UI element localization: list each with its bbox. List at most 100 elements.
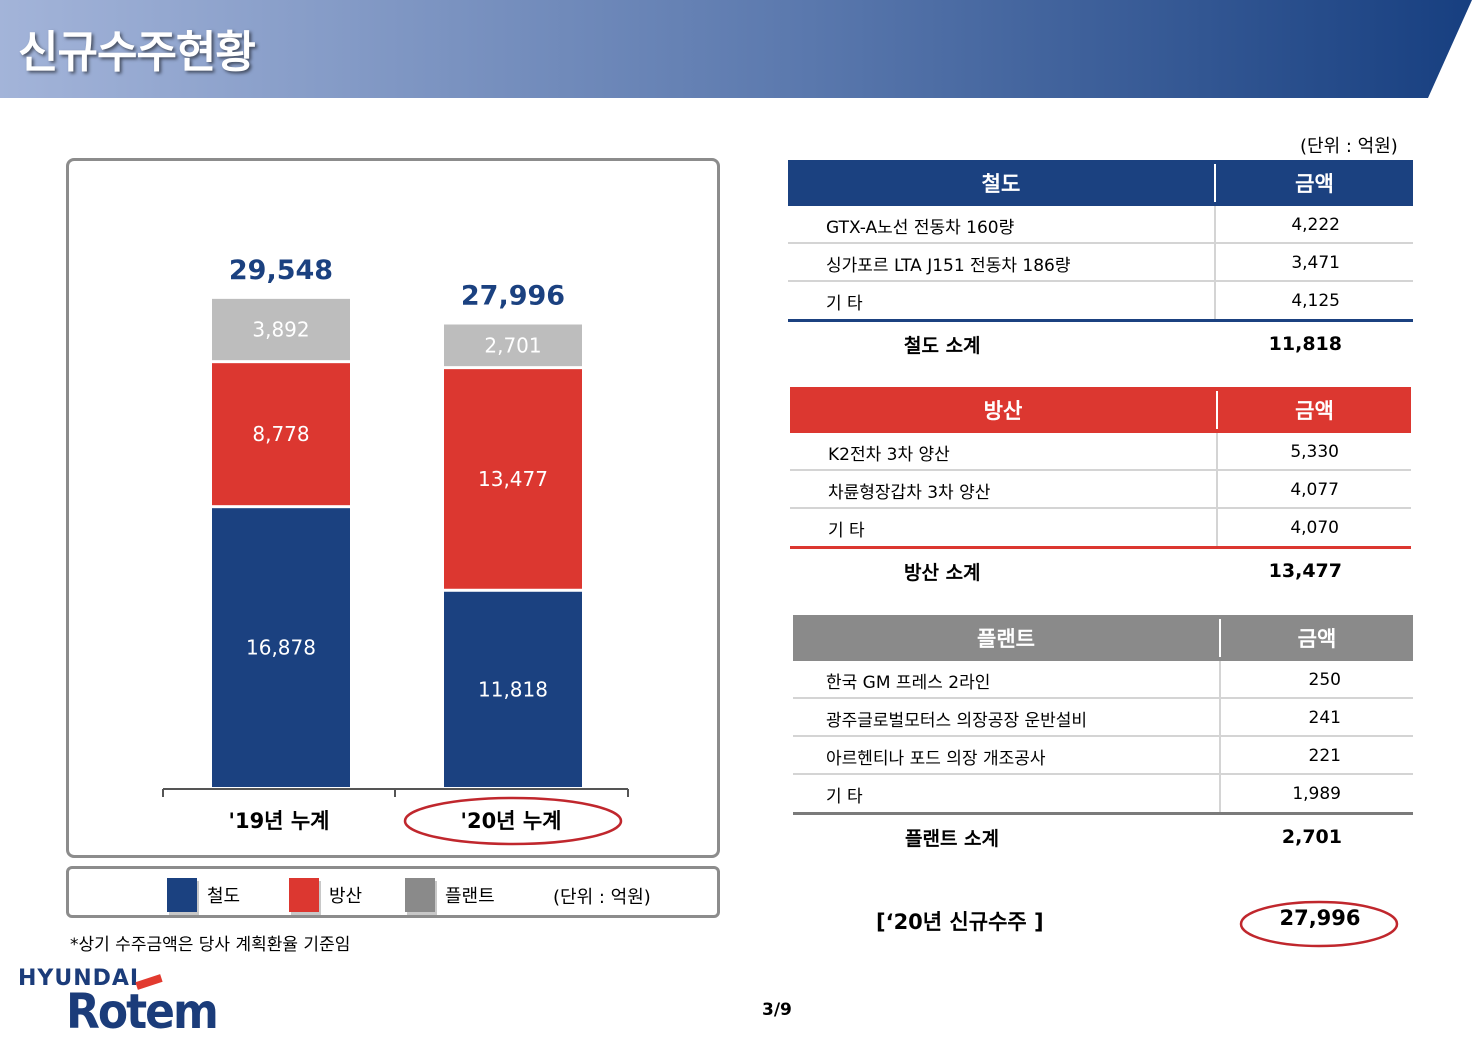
rail-subtotal-label: 철도 소계 (904, 334, 981, 357)
table-row: 한국 GM 프레스 2라인 250 (793, 661, 1413, 699)
grand-total-amount: 27,996 (1279, 906, 1361, 930)
row-divider (1219, 699, 1221, 737)
defense-row-amount: 5,330 (1290, 442, 1339, 462)
rail-table: 철도 금액 GTX-A노선 전동차 160량 4,222 싱가포르 LTA J1… (788, 160, 1413, 360)
rail-row-amount: 3,471 (1291, 253, 1340, 273)
table-row: 광주글로벌모터스 의장공장 운반설비 241 (793, 699, 1413, 737)
legend-swatch-plant (405, 878, 435, 912)
defense-header-category: 방산 (983, 399, 1023, 423)
plant-header-category: 플랜트 (977, 627, 1035, 651)
bar-defense (212, 363, 350, 506)
bar-plant (212, 298, 350, 361)
row-divider (1219, 661, 1221, 699)
bar-plant (444, 324, 582, 367)
legend-label-defense: 방산 (329, 886, 363, 907)
table-row: 기 타 4,125 (788, 282, 1413, 320)
table-row: 기 타 1,989 (793, 775, 1413, 813)
legend-label-rail: 철도 (207, 886, 241, 907)
banner-background (0, 0, 1472, 98)
plant-header-amount: 금액 (1297, 627, 1337, 651)
legend-label-plant: 플랜트 (445, 886, 495, 907)
rail-row-item: GTX-A노선 전동차 160량 (826, 217, 1015, 238)
defense-row-amount: 4,070 (1290, 518, 1339, 538)
table-row: GTX-A노선 전동차 160량 4,222 (788, 206, 1413, 244)
defense-subtotal-amount: 13,477 (1268, 560, 1342, 582)
defense-table-header: 방산 금액 (790, 387, 1411, 433)
logo-text-top: HYUNDAI (18, 966, 140, 991)
chart-legend: 철도 방산 플랜트 (단위 : 억원) (66, 866, 720, 918)
row-divider (1214, 244, 1216, 282)
legend-swatch-defense (289, 878, 319, 912)
row-divider (1219, 737, 1221, 775)
bar-total-label: 27,996 (461, 281, 565, 312)
defense-subtotal-rule (790, 546, 1411, 549)
legend-item-defense: 방산 (289, 878, 362, 912)
plant-subtotal-row: 플랜트 소계 2,701 (793, 815, 1413, 859)
grand-total-highlight-ellipse (1239, 900, 1399, 948)
defense-header-amount: 금액 (1295, 399, 1334, 423)
plant-table: 플랜트 금액 한국 GM 프레스 2라인 250 광주글로벌모터스 의장공장 운… (793, 615, 1413, 860)
legend-swatch-rail (167, 878, 197, 912)
defense-row-item: 기 타 (828, 520, 865, 541)
rail-header-amount: 금액 (1295, 172, 1334, 196)
rail-row-amount: 4,222 (1291, 215, 1340, 235)
legend-item-plant: 플랜트 (405, 878, 495, 912)
table-row: 아르헨티나 포드 의장 개조공사 221 (793, 737, 1413, 775)
highlight-ellipse (403, 796, 623, 846)
table-row: 차륜형장갑차 3차 양산 4,077 (790, 471, 1411, 509)
plant-row-item: 한국 GM 프레스 2라인 (826, 672, 991, 693)
plant-row-item: 아르헨티나 포드 의장 개조공사 (826, 748, 1046, 769)
header-divider (1216, 391, 1218, 429)
x-axis-tick-label: '20년 누계 (461, 809, 562, 833)
bar-rail (212, 508, 350, 787)
bar-label-defense: 13,477 (478, 467, 548, 491)
bar-total-label: 29,548 (229, 255, 333, 286)
plant-row-item: 기 타 (826, 786, 863, 807)
header-divider (1214, 164, 1216, 202)
plant-row-amount: 241 (1308, 708, 1341, 728)
plant-table-header: 플랜트 금액 (793, 615, 1413, 661)
defense-row-item: 차륜형장갑차 3차 양산 (828, 482, 991, 503)
header-divider (1219, 619, 1221, 657)
rail-subtotal-amount: 11,818 (1268, 333, 1342, 355)
title-banner: 신규수주현황 (0, 0, 1472, 100)
table-unit-label: (단위 : 억원) (1300, 136, 1398, 157)
chart-unit-label: (단위 : 억원) (553, 887, 651, 908)
logo-text-main: Rotem (66, 984, 219, 1041)
bar-label-rail: 16,878 (246, 636, 316, 660)
company-logo: HYUNDAI Rotem (18, 966, 219, 1040)
row-divider (1216, 433, 1218, 471)
row-divider (1214, 282, 1216, 320)
rail-subtotal-rule (788, 319, 1413, 322)
grand-total-label: [‘20년 신규수주 ] (876, 910, 1044, 934)
plant-row-item: 광주글로벌모터스 의장공장 운반설비 (826, 710, 1088, 731)
defense-subtotal-label: 방산 소계 (904, 561, 981, 584)
plant-subtotal-amount: 2,701 (1281, 826, 1342, 848)
stacked-bar-chart: 16,878 8,778 3,892 29,548 '19년 누계 11,818 13,47… (162, 255, 629, 846)
bar-rail (444, 591, 582, 787)
legend-item-rail: 철도 (167, 878, 240, 912)
plant-subtotal-rule (793, 812, 1413, 815)
defense-row-item: K2전차 3차 양산 (828, 444, 950, 465)
footnote: *상기 수주금액은 당사 계획환율 기준임 (70, 935, 351, 955)
plant-row-amount: 221 (1308, 746, 1341, 766)
page-title: 신규수주현황 (18, 27, 256, 78)
plant-row-amount: 1,989 (1292, 784, 1341, 804)
plant-subtotal-label: 플랜트 소계 (905, 827, 1000, 850)
chart-panel: 16,878 8,778 3,892 29,548 '19년 누계 11,818 13,47… (66, 158, 720, 858)
rail-row-item: 기 타 (826, 293, 863, 314)
table-row: K2전차 3차 양산 5,330 (790, 433, 1411, 471)
page-number: 3/9 (762, 1000, 792, 1020)
table-row: 싱가포르 LTA J151 전동차 186량 3,471 (788, 244, 1413, 282)
row-divider (1219, 775, 1221, 813)
rail-row-amount: 4,125 (1291, 291, 1340, 311)
row-divider (1216, 509, 1218, 547)
defense-row-amount: 4,077 (1290, 480, 1339, 500)
rail-subtotal-row: 철도 소계 11,818 (788, 322, 1413, 366)
bar-label-defense: 8,778 (252, 422, 309, 446)
plant-row-amount: 250 (1308, 670, 1341, 690)
rail-row-item: 싱가포르 LTA J151 전동차 186량 (826, 255, 1071, 276)
table-row: 기 타 4,070 (790, 509, 1411, 547)
row-divider (1216, 471, 1218, 509)
x-axis-tick-label: '19년 누계 (229, 809, 330, 833)
